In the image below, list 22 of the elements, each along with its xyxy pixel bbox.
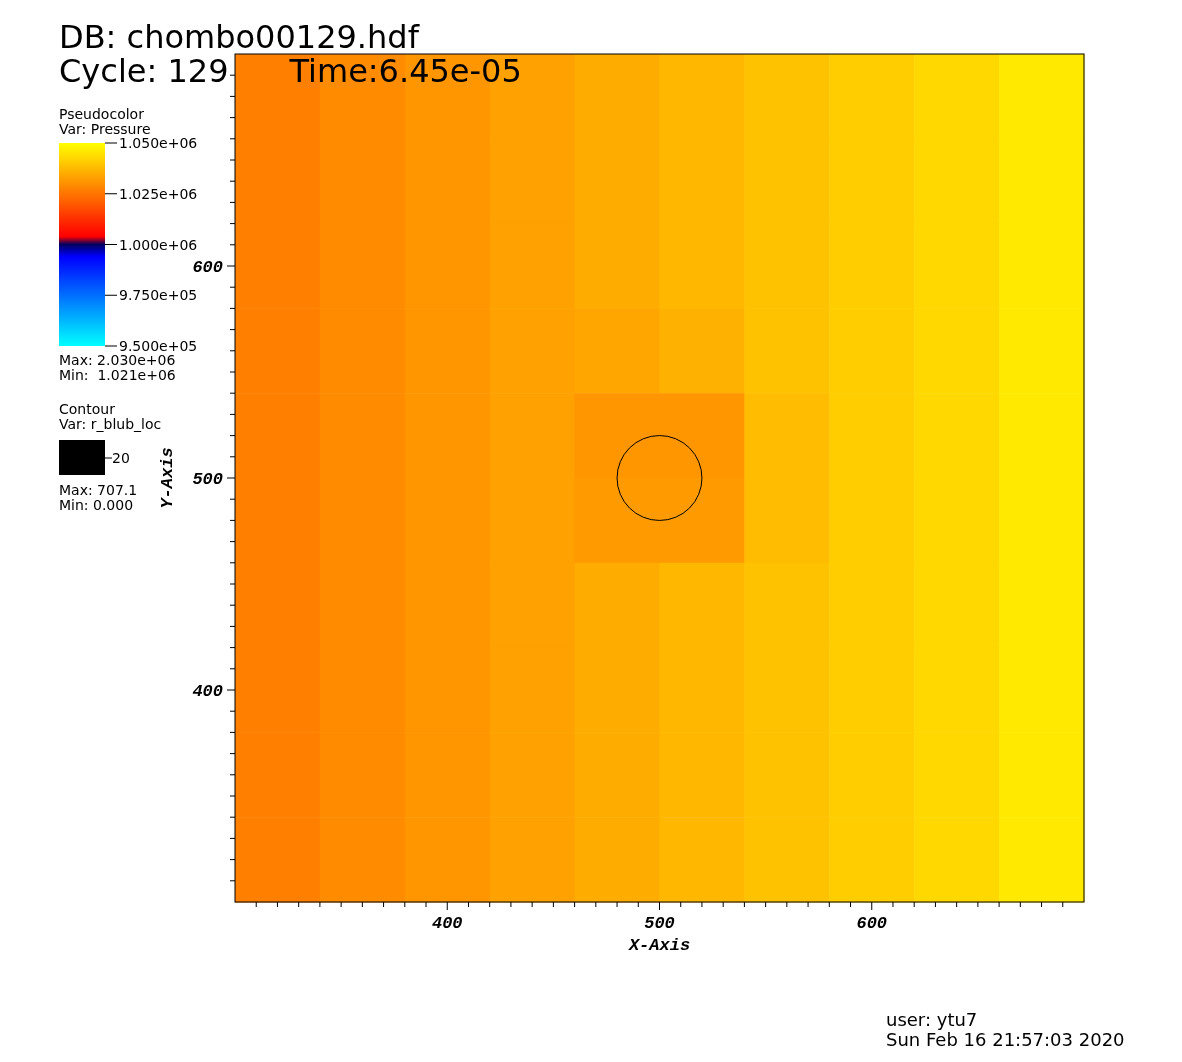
x-tick-label: 400 <box>431 914 463 933</box>
color-bar-label: 1.050e+06 <box>119 135 198 151</box>
color-bar-label: 1.025e+06 <box>119 185 198 202</box>
text: Min: 0.000 <box>59 497 134 513</box>
x-axis-title: X-Axis <box>627 936 691 955</box>
text: 20 <box>112 450 130 466</box>
y-tick-label: 500 <box>192 470 223 489</box>
x-tick-label: 500 <box>644 914 675 933</box>
color-bar-label: 9.500e+05 <box>119 338 198 354</box>
text: Max: 2.030e+06 <box>59 352 176 368</box>
text: Min: 1.021e+06 <box>59 367 176 383</box>
text: user: ytu7 <box>886 1009 978 1030</box>
x-tick-label: 600 <box>856 914 888 933</box>
y-tick-label: 400 <box>192 682 223 701</box>
text: Max: 707.1 <box>59 482 138 498</box>
color-bar-title: Contour Var: r_blub_loc <box>59 401 162 432</box>
y-axis-title: Y-Axis <box>158 447 177 509</box>
y-tick-label: 600 <box>192 258 223 277</box>
legend-title: Pseudocolor Var: Pressure <box>59 106 151 137</box>
text: Sun Feb 16 21:57:03 2020 <box>886 1029 1125 1050</box>
color-bar-label: 9.750e+05 <box>119 287 198 304</box>
color-bar-label: 1.000e+06 <box>119 236 198 253</box>
